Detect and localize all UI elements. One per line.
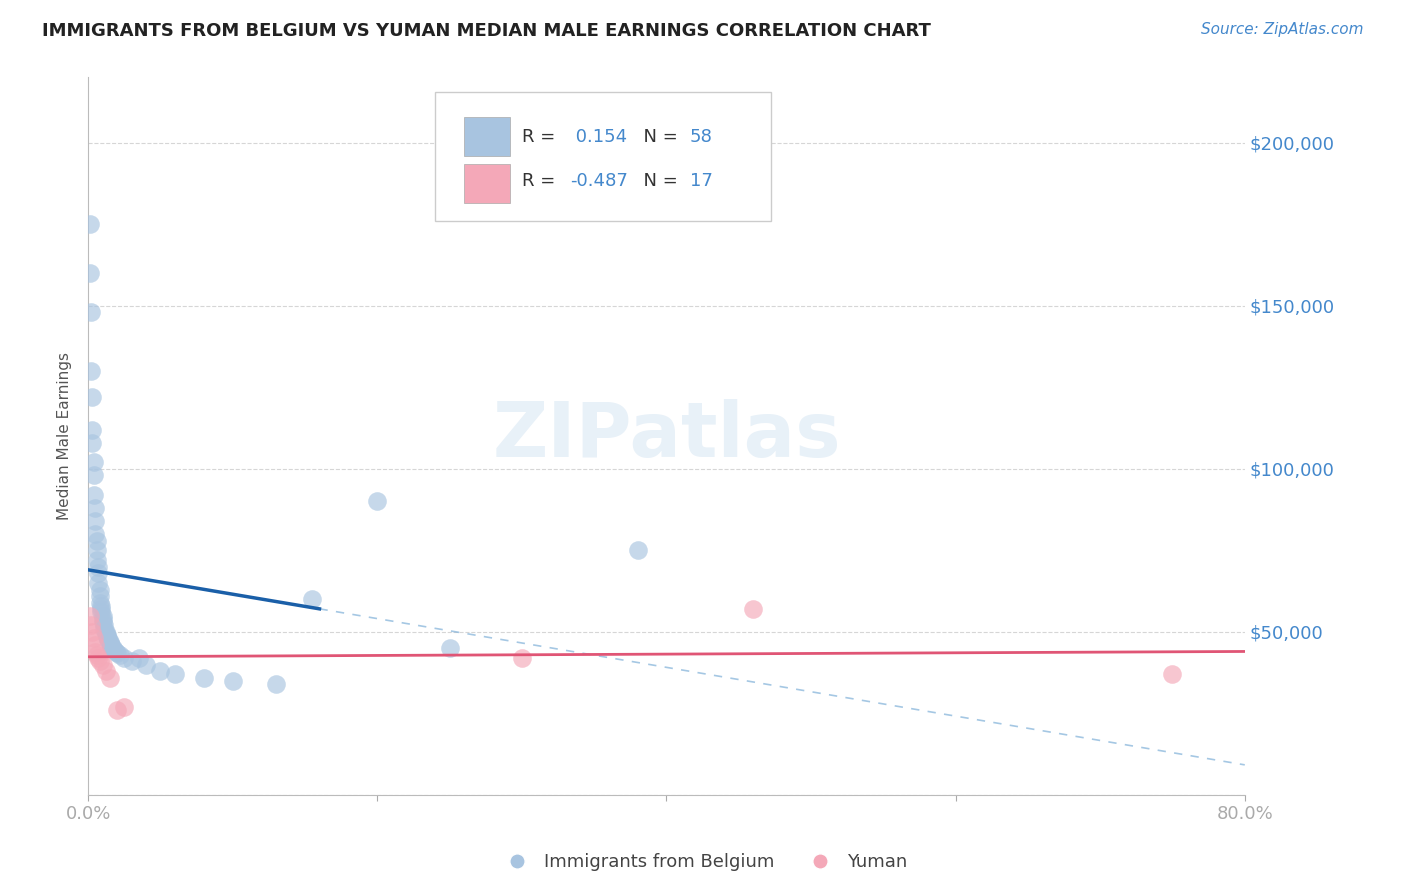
- FancyBboxPatch shape: [464, 117, 510, 156]
- Point: [89, 654, 111, 668]
- Point: [101, 641, 124, 656]
- Point: [96, 630, 118, 644]
- Text: 17: 17: [689, 172, 713, 191]
- Point: [84, 514, 107, 528]
- Text: IMMIGRANTS FROM BELGIUM VS YUMAN MEDIAN MALE EARNINGS CORRELATION CHART: IMMIGRANTS FROM BELGIUM VS YUMAN MEDIAN …: [42, 22, 931, 40]
- Point: [98, 636, 121, 650]
- Point: [89, 582, 111, 597]
- Point: [135, 657, 157, 672]
- Point: [87, 566, 110, 581]
- Point: [108, 648, 131, 662]
- Point: [742, 602, 765, 616]
- Point: [94, 624, 117, 639]
- Point: [222, 673, 245, 688]
- Point: [264, 677, 287, 691]
- Legend: Immigrants from Belgium, Yuman: Immigrants from Belgium, Yuman: [492, 847, 914, 879]
- Point: [112, 700, 135, 714]
- FancyBboxPatch shape: [464, 163, 510, 203]
- Y-axis label: Median Male Earnings: Median Male Earnings: [58, 352, 72, 520]
- Point: [82, 624, 104, 639]
- Point: [90, 602, 112, 616]
- Point: [82, 390, 104, 404]
- Point: [105, 646, 128, 660]
- Point: [163, 667, 186, 681]
- Point: [91, 608, 114, 623]
- Point: [87, 559, 110, 574]
- Point: [105, 703, 128, 717]
- Text: ZIPatlas: ZIPatlas: [492, 400, 841, 474]
- Point: [97, 633, 120, 648]
- Text: R =: R =: [522, 172, 561, 191]
- Point: [626, 543, 648, 558]
- Text: 58: 58: [689, 128, 713, 146]
- Point: [439, 641, 461, 656]
- Point: [89, 589, 111, 603]
- Point: [98, 634, 121, 648]
- Point: [84, 644, 107, 658]
- Point: [93, 622, 115, 636]
- Point: [79, 217, 101, 231]
- Point: [103, 643, 125, 657]
- Point: [128, 651, 150, 665]
- Point: [366, 494, 388, 508]
- Point: [90, 599, 112, 613]
- Point: [100, 640, 122, 654]
- Point: [83, 468, 105, 483]
- Point: [104, 644, 127, 658]
- Point: [80, 364, 103, 378]
- FancyBboxPatch shape: [434, 92, 770, 221]
- Point: [83, 455, 105, 469]
- Point: [91, 615, 114, 630]
- Point: [82, 435, 104, 450]
- Point: [96, 628, 118, 642]
- Text: N =: N =: [631, 128, 683, 146]
- Point: [149, 664, 172, 678]
- Point: [89, 596, 111, 610]
- Point: [90, 606, 112, 620]
- Point: [94, 664, 117, 678]
- Point: [93, 618, 115, 632]
- Text: -0.487: -0.487: [571, 172, 628, 191]
- Text: Source: ZipAtlas.com: Source: ZipAtlas.com: [1201, 22, 1364, 37]
- Point: [86, 543, 108, 558]
- Point: [87, 651, 110, 665]
- Point: [80, 618, 103, 632]
- Point: [79, 266, 101, 280]
- Point: [112, 651, 135, 665]
- Point: [79, 608, 101, 623]
- Point: [86, 533, 108, 548]
- Point: [100, 638, 122, 652]
- Point: [510, 651, 533, 665]
- Point: [86, 553, 108, 567]
- Point: [84, 638, 107, 652]
- Point: [87, 576, 110, 591]
- Point: [98, 671, 121, 685]
- Point: [1161, 667, 1184, 681]
- Point: [80, 305, 103, 319]
- Point: [193, 671, 215, 685]
- Point: [91, 612, 114, 626]
- Point: [83, 632, 105, 646]
- Text: N =: N =: [631, 172, 683, 191]
- Point: [121, 654, 143, 668]
- Point: [301, 592, 323, 607]
- Point: [97, 632, 120, 646]
- Point: [82, 423, 104, 437]
- Point: [83, 488, 105, 502]
- Point: [86, 648, 108, 662]
- Point: [94, 626, 117, 640]
- Point: [84, 527, 107, 541]
- Text: R =: R =: [522, 128, 561, 146]
- Point: [84, 501, 107, 516]
- Point: [91, 657, 114, 672]
- Text: 0.154: 0.154: [571, 128, 627, 146]
